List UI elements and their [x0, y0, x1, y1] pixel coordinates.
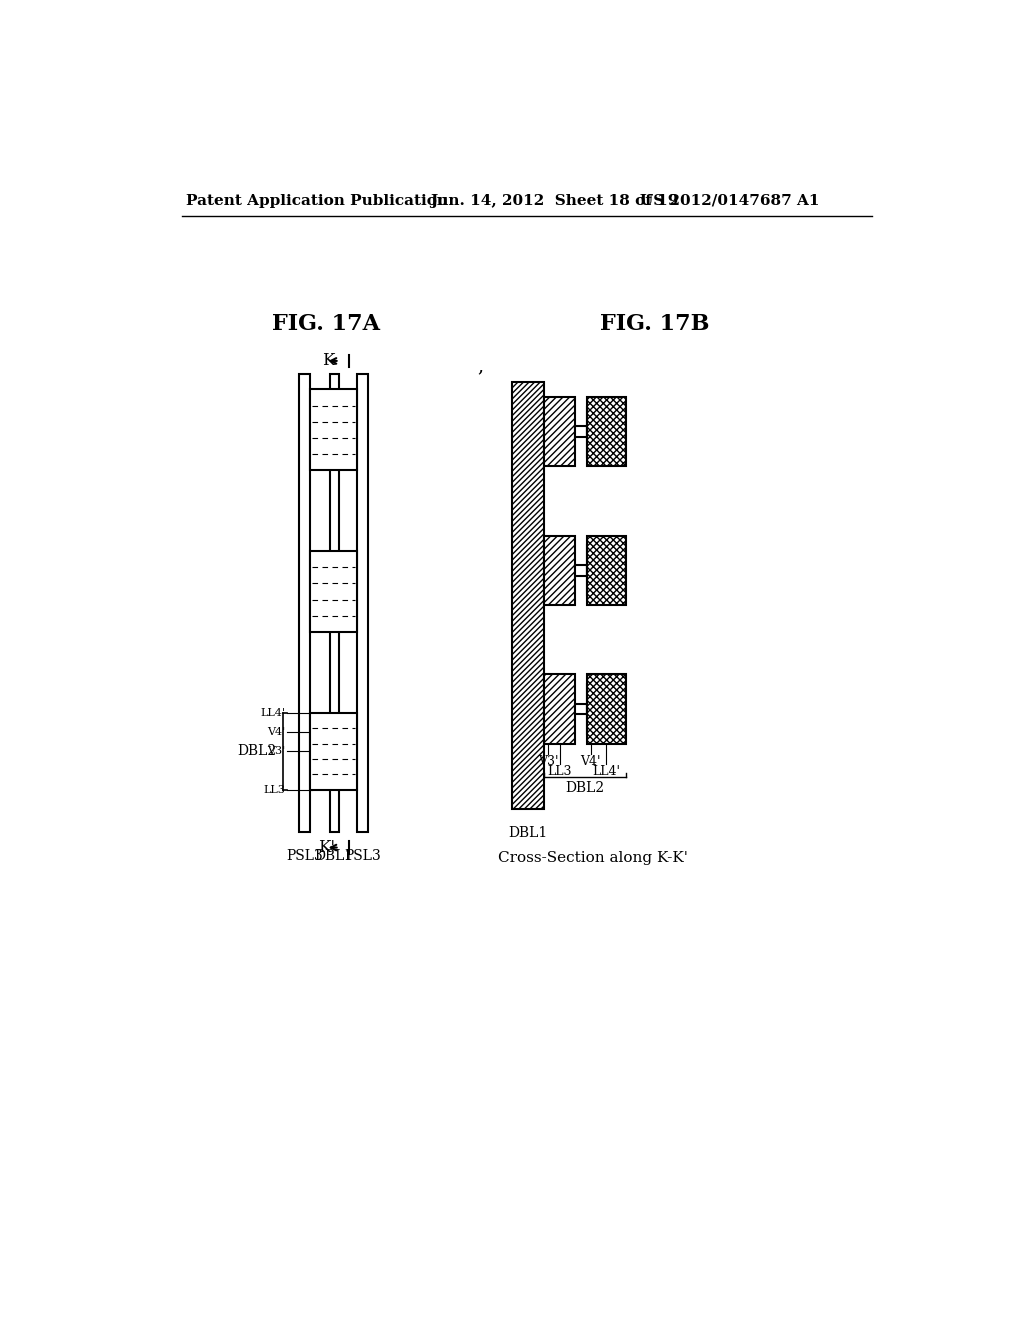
Bar — [587, 407, 614, 457]
Text: LL4': LL4' — [260, 708, 286, 718]
Text: LL4': LL4' — [592, 766, 621, 779]
Text: PSL3: PSL3 — [286, 849, 323, 863]
Bar — [299, 374, 310, 832]
Text: K': K' — [317, 840, 335, 857]
Bar — [587, 536, 626, 605]
Bar — [587, 397, 626, 466]
Bar — [310, 713, 356, 789]
Text: V3': V3' — [538, 755, 558, 768]
Text: FIG. 17A: FIG. 17A — [271, 313, 380, 335]
Bar — [544, 536, 575, 605]
Text: DBL1: DBL1 — [314, 849, 353, 863]
Text: LL3: LL3 — [548, 766, 572, 779]
Bar — [310, 552, 356, 632]
Bar — [587, 545, 614, 595]
Text: Cross-Section along K-K': Cross-Section along K-K' — [498, 851, 688, 866]
Bar — [544, 397, 575, 466]
Text: DBL1: DBL1 — [508, 826, 548, 840]
Bar — [575, 704, 587, 714]
Bar — [575, 426, 587, 437]
Text: US 2012/0147687 A1: US 2012/0147687 A1 — [640, 194, 819, 207]
Text: FIG. 17B: FIG. 17B — [600, 313, 710, 335]
Text: V4': V4' — [267, 727, 286, 737]
Text: PSL3: PSL3 — [344, 849, 381, 863]
Text: V3': V3' — [267, 746, 286, 756]
Text: ,: , — [477, 358, 483, 375]
Text: LL3: LL3 — [263, 785, 286, 795]
Text: Jun. 14, 2012  Sheet 18 of 19: Jun. 14, 2012 Sheet 18 of 19 — [430, 194, 679, 207]
Bar — [587, 684, 614, 734]
Bar — [544, 675, 575, 743]
Text: DBL2: DBL2 — [238, 744, 276, 758]
Bar — [310, 389, 356, 470]
Text: DBL2: DBL2 — [565, 780, 604, 795]
Text: V4': V4' — [581, 755, 601, 768]
Text: K: K — [323, 352, 335, 370]
Text: Patent Application Publication: Patent Application Publication — [186, 194, 449, 207]
Bar — [587, 675, 626, 743]
Bar — [512, 381, 544, 809]
Bar — [356, 374, 369, 832]
Bar — [575, 565, 587, 576]
Bar — [330, 374, 339, 832]
